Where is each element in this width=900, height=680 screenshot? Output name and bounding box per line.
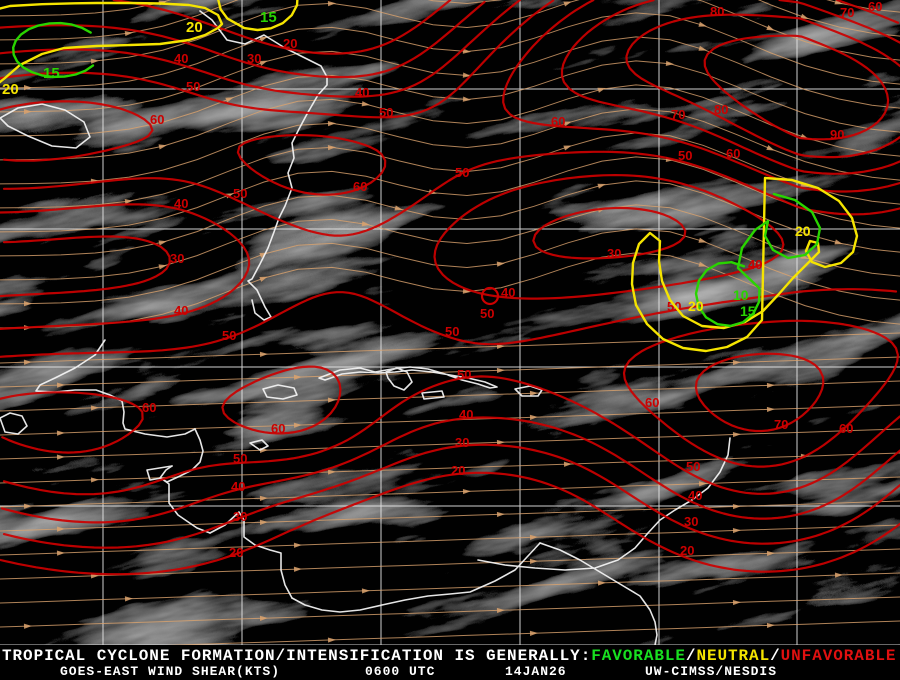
svg-text:10: 10 xyxy=(733,287,749,303)
svg-text:40: 40 xyxy=(174,303,188,318)
svg-text:50: 50 xyxy=(686,459,700,474)
svg-text:50: 50 xyxy=(233,186,247,201)
svg-text:40: 40 xyxy=(174,51,188,66)
svg-text:60: 60 xyxy=(271,421,285,436)
svg-text:50: 50 xyxy=(480,306,494,321)
svg-text:40: 40 xyxy=(355,85,369,100)
svg-text:30: 30 xyxy=(247,51,261,66)
svg-text:20: 20 xyxy=(795,223,811,239)
svg-text:50: 50 xyxy=(457,367,471,382)
svg-text:60: 60 xyxy=(142,400,156,415)
svg-text:70: 70 xyxy=(774,417,788,432)
svg-text:20: 20 xyxy=(2,81,19,98)
svg-text:70: 70 xyxy=(671,107,685,122)
svg-text:15: 15 xyxy=(260,9,277,26)
svg-text:50: 50 xyxy=(186,79,200,94)
svg-text:50: 50 xyxy=(455,165,469,180)
svg-text:60: 60 xyxy=(726,146,740,161)
svg-text:20: 20 xyxy=(283,36,297,51)
svg-text:30: 30 xyxy=(455,435,469,450)
svg-text:15: 15 xyxy=(43,65,60,82)
svg-text:40: 40 xyxy=(231,479,245,494)
svg-text:90: 90 xyxy=(830,127,844,142)
svg-text:50: 50 xyxy=(233,451,247,466)
svg-text:80: 80 xyxy=(714,102,728,117)
svg-text:60: 60 xyxy=(645,395,659,410)
svg-text:20: 20 xyxy=(680,543,694,558)
svg-text:30: 30 xyxy=(607,246,621,261)
svg-text:15: 15 xyxy=(740,303,756,319)
svg-text:40: 40 xyxy=(688,488,702,503)
svg-text:40: 40 xyxy=(501,285,515,300)
svg-text:30: 30 xyxy=(684,514,698,529)
svg-text:20: 20 xyxy=(186,19,203,36)
svg-text:60: 60 xyxy=(551,114,565,129)
svg-text:50: 50 xyxy=(445,324,459,339)
svg-text:40: 40 xyxy=(459,407,473,422)
svg-text:50: 50 xyxy=(678,148,692,163)
svg-text:60: 60 xyxy=(150,112,164,127)
svg-text:20: 20 xyxy=(688,298,704,314)
svg-text:60: 60 xyxy=(353,179,367,194)
svg-text:30: 30 xyxy=(170,251,184,266)
svg-text:40: 40 xyxy=(748,257,762,272)
svg-text:30: 30 xyxy=(233,509,247,524)
svg-text:40: 40 xyxy=(174,196,188,211)
svg-text:60: 60 xyxy=(839,421,853,436)
svg-text:60: 60 xyxy=(868,0,882,14)
svg-text:20: 20 xyxy=(229,545,243,560)
svg-text:70: 70 xyxy=(840,5,854,20)
svg-text:50: 50 xyxy=(379,105,393,120)
svg-text:80: 80 xyxy=(710,4,724,19)
svg-text:20: 20 xyxy=(451,463,465,478)
svg-text:50: 50 xyxy=(222,328,236,343)
